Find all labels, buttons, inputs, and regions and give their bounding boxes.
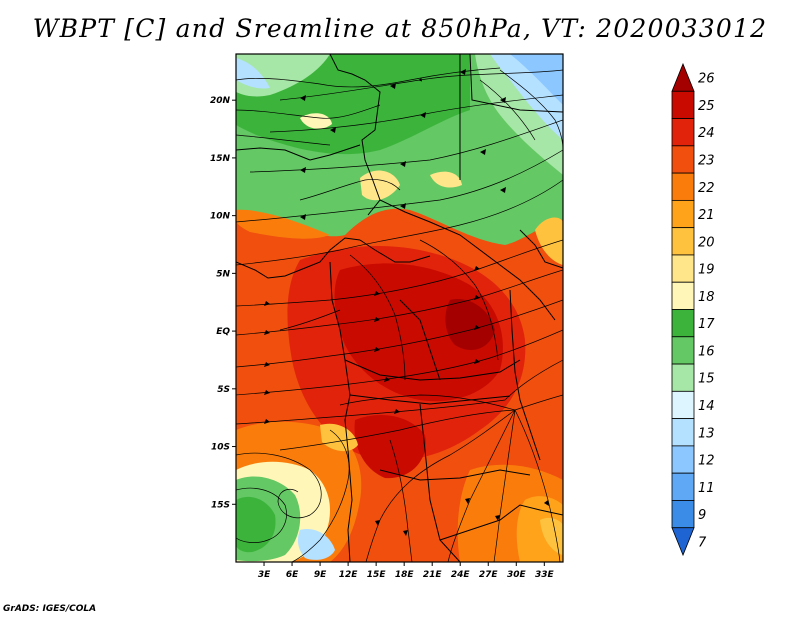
- lon-label: 30E: [507, 570, 527, 580]
- colorbar-label: 9: [698, 508, 706, 523]
- country-borders: [236, 54, 563, 562]
- lat-label: 10S: [211, 443, 230, 453]
- lon-label: 24E: [451, 570, 471, 580]
- colorbar-swatch: [671, 418, 695, 447]
- lat-label: 15N: [210, 154, 231, 164]
- colorbar-label: 19: [698, 263, 715, 278]
- lon-label: 12E: [339, 570, 359, 580]
- lon-label: 9E: [314, 570, 327, 580]
- colorbar-swatch: [671, 390, 695, 420]
- colorbar-swatch: [671, 90, 695, 119]
- colorbar-swatch: [671, 227, 695, 256]
- colorbar-swatch: [671, 472, 695, 501]
- lon-label: 15E: [367, 570, 387, 580]
- wbpt-field: [236, 54, 563, 562]
- colorbar-swatch: [671, 254, 695, 283]
- longitude-axis: 3E 6E 9E 12E 15E 18E 21E 24E 27E 30E 33E: [258, 562, 555, 580]
- colorbar-swatch: [671, 62, 695, 92]
- colorbar-label: 14: [698, 399, 715, 414]
- lon-label: 21E: [423, 570, 443, 580]
- colorbar-swatch: [671, 118, 695, 147]
- colorbar-swatch: [671, 199, 695, 229]
- colorbar-swatch: [671, 363, 695, 392]
- map-title: WBPT [C] and Sreamline at 850hPa, VT: 20…: [32, 14, 768, 43]
- lat-label: 5S: [217, 385, 230, 395]
- colorbar-swatch: [671, 145, 695, 174]
- colorbar-label: 13: [698, 426, 715, 441]
- lat-label: EQ: [216, 327, 230, 337]
- lon-label: 3E: [258, 570, 271, 580]
- lat-label: 5N: [216, 269, 230, 279]
- colorbar-label: 12: [698, 454, 715, 469]
- colorbar: 26 25 24 23 22 21 20 19 18 17 16 15 14 13 12 11 9 7: [671, 62, 715, 557]
- colorbar-swatch: [671, 445, 695, 474]
- colorbar-swatch: [671, 309, 695, 338]
- lon-label: 18E: [395, 570, 415, 580]
- lat-label: 20N: [210, 96, 231, 106]
- grads-credit: GrADS: IGES/COLA: [3, 604, 97, 614]
- colorbar-swatch: [671, 527, 695, 557]
- colorbar-label: 26: [698, 72, 715, 87]
- lat-label: 10N: [210, 212, 231, 222]
- lat-label: 15S: [211, 500, 230, 510]
- colorbar-swatch: [671, 500, 695, 529]
- colorbar-label: 23: [698, 153, 715, 168]
- colorbar-label: 16: [698, 344, 715, 359]
- colorbar-label: 21: [698, 208, 715, 223]
- streamline-arrows: [264, 69, 549, 536]
- colorbar-label: 18: [698, 290, 715, 305]
- colorbar-label: 7: [698, 535, 707, 550]
- latitude-axis: 20N 15N 10N 5N EQ 5S 10S 15S: [210, 96, 236, 510]
- plot-frame: [235, 53, 564, 563]
- lon-label: 33E: [535, 570, 555, 580]
- colorbar-label: 24: [698, 126, 715, 141]
- colorbar-swatch: [671, 336, 695, 365]
- colorbar-swatch: [671, 281, 695, 310]
- colorbar-label: 15: [698, 372, 715, 387]
- lon-label: 6E: [286, 570, 299, 580]
- colorbar-swatch: [671, 172, 695, 201]
- colorbar-label: 20: [698, 235, 715, 250]
- colorbar-label: 17: [698, 317, 715, 332]
- colorbar-label: 11: [698, 481, 715, 496]
- colorbar-label: 25: [698, 99, 715, 114]
- lon-label: 27E: [479, 570, 499, 580]
- colorbar-label: 22: [698, 181, 715, 196]
